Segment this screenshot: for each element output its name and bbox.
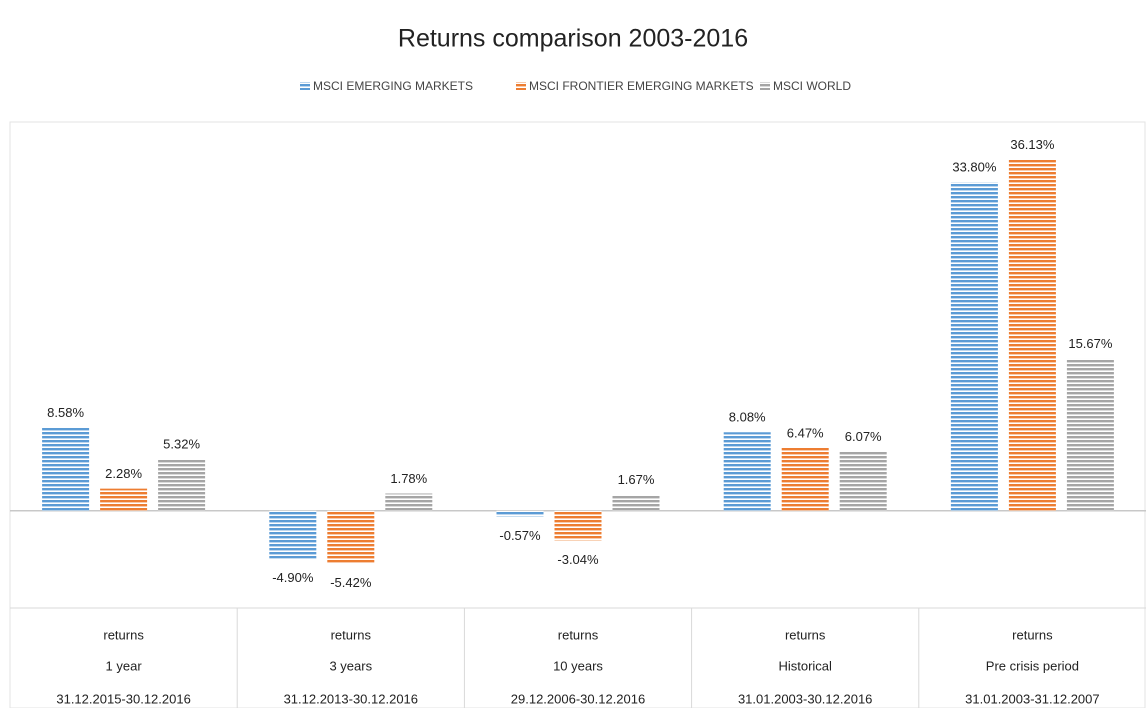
data-label: 1.78% xyxy=(390,471,427,486)
bar xyxy=(781,447,829,511)
legend-label: MSCI FRONTIER EMERGING MARKETS xyxy=(529,79,754,93)
bar xyxy=(1066,358,1114,511)
bar xyxy=(385,493,433,511)
x-tick-label: 31.12.2013-30.12.2016 xyxy=(284,691,418,706)
data-label: -4.90% xyxy=(272,570,314,585)
data-label: 5.32% xyxy=(163,437,200,452)
x-tick-label: 29.12.2006-30.12.2016 xyxy=(511,691,645,706)
data-label: 8.58% xyxy=(47,405,84,420)
data-label: 1.67% xyxy=(618,472,655,487)
data-label: 6.07% xyxy=(845,429,882,444)
data-label: 6.47% xyxy=(787,425,824,440)
bar xyxy=(839,451,887,511)
legend-label: MSCI EMERGING MARKETS xyxy=(313,79,473,93)
bar xyxy=(100,488,148,511)
bar xyxy=(158,459,206,511)
x-tick-label: 31.01.2003-30.12.2016 xyxy=(738,691,872,706)
data-label: 8.08% xyxy=(729,410,766,425)
bar xyxy=(42,427,90,511)
x-tick-label: 31.01.2003-31.12.2007 xyxy=(965,691,1099,706)
x-tick-label: 31.12.2015-30.12.2016 xyxy=(56,691,190,706)
bar xyxy=(327,510,375,564)
x-tick-label: Pre crisis period xyxy=(986,658,1079,673)
bar xyxy=(496,510,544,517)
legend-swatch xyxy=(300,82,310,90)
data-label: -0.57% xyxy=(499,528,541,543)
data-label: -3.04% xyxy=(557,552,599,567)
legend-swatch xyxy=(760,82,770,90)
x-tick-label: returns xyxy=(331,627,372,642)
x-tick-label: returns xyxy=(1012,627,1053,642)
bar xyxy=(269,510,317,559)
bar xyxy=(723,432,771,511)
x-tick-label: 10 years xyxy=(553,658,603,673)
data-label: 15.67% xyxy=(1068,336,1113,351)
chart-title: Returns comparison 2003-2016 xyxy=(398,25,748,53)
plot-frame xyxy=(9,121,1146,708)
data-label: -5.42% xyxy=(330,575,372,590)
x-tick-label: returns xyxy=(103,627,144,642)
bar xyxy=(950,182,998,511)
bar xyxy=(1008,159,1056,511)
x-tick-label: 3 years xyxy=(329,658,372,673)
x-tick-label: 1 year xyxy=(106,658,143,673)
bar xyxy=(612,494,660,511)
data-label: 33.80% xyxy=(952,160,997,175)
x-tick-label: Historical xyxy=(778,658,832,673)
x-tick-label: returns xyxy=(785,627,826,642)
legend-label: MSCI WORLD xyxy=(773,79,851,93)
bar xyxy=(554,510,602,541)
legend-swatch xyxy=(516,82,526,90)
x-tick-label: returns xyxy=(558,627,599,642)
data-label: 36.13% xyxy=(1010,137,1055,152)
data-label: 2.28% xyxy=(105,466,142,481)
